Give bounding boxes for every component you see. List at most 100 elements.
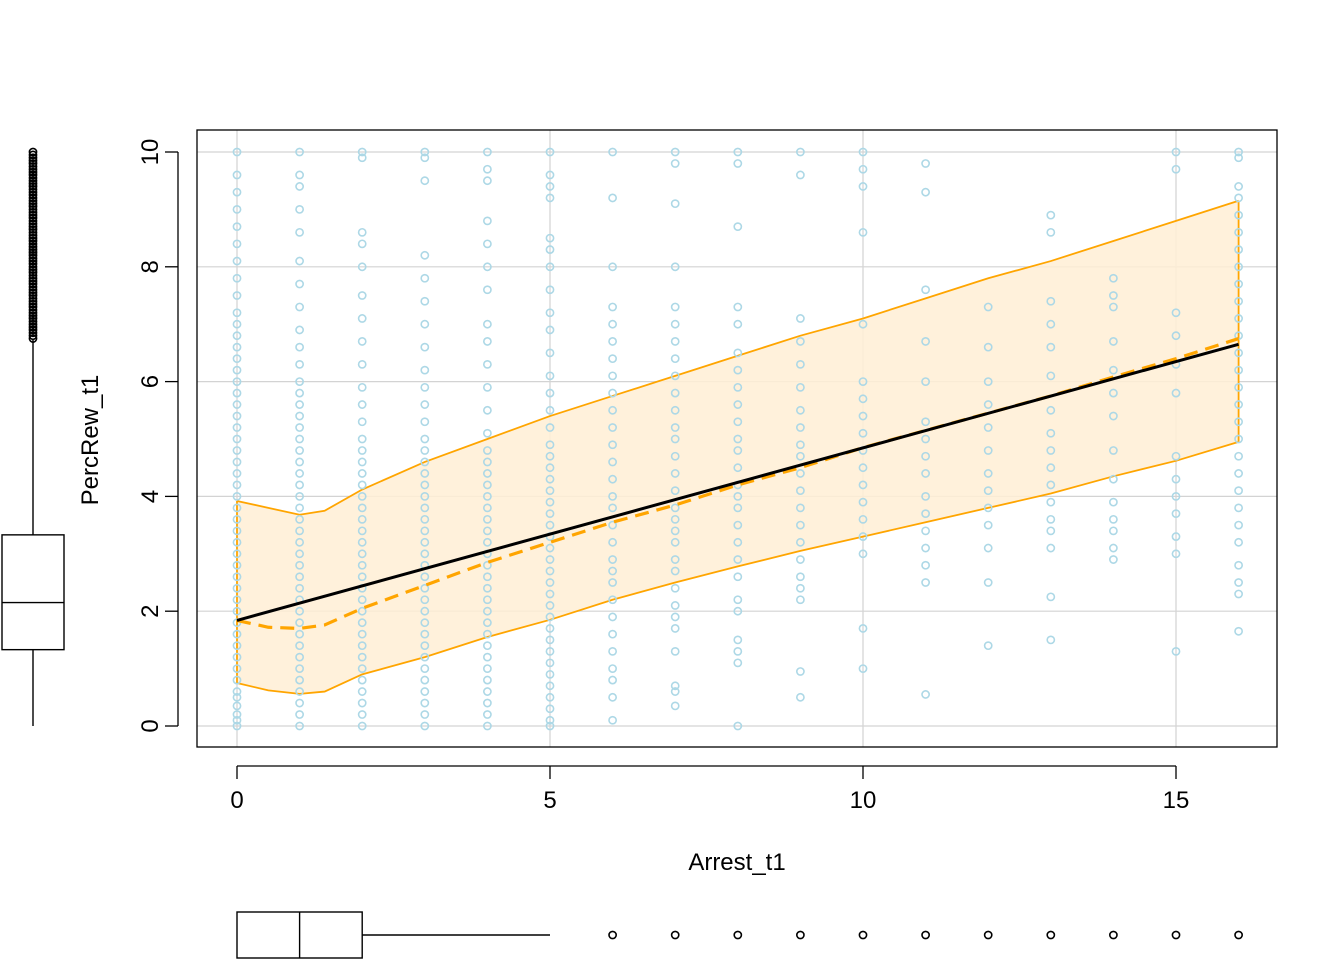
data-point	[858, 227, 868, 237]
data-point	[357, 549, 367, 559]
x-outlier	[1234, 930, 1243, 940]
fit-lines	[236, 337, 1240, 631]
data-point	[295, 423, 304, 432]
data-point	[608, 337, 617, 346]
data-point	[1234, 578, 1243, 587]
data-point	[608, 388, 617, 398]
data-point	[921, 187, 930, 197]
y-outlier	[28, 271, 38, 280]
data-point	[670, 423, 680, 432]
data-point	[232, 388, 242, 398]
data-point	[1234, 365, 1243, 375]
data-point	[357, 710, 367, 719]
data-point	[482, 319, 492, 329]
data-point	[420, 618, 430, 628]
data-point	[232, 170, 242, 180]
data-point	[608, 537, 617, 547]
data-point	[420, 710, 430, 719]
data-point	[295, 147, 304, 157]
data-point	[357, 526, 367, 536]
data-point	[545, 147, 555, 157]
data-point	[545, 474, 555, 484]
data-point	[357, 457, 367, 467]
data-point	[858, 497, 868, 507]
data-point	[1171, 331, 1181, 341]
data-point	[1046, 480, 1056, 490]
data-point	[1234, 147, 1243, 157]
data-point	[921, 469, 930, 478]
data-point	[1234, 245, 1243, 254]
data-point	[858, 147, 868, 157]
data-point	[608, 664, 617, 673]
data-point	[482, 337, 492, 346]
data-point	[983, 302, 993, 312]
data-point	[482, 382, 492, 392]
data-point	[232, 629, 242, 639]
data-point	[1234, 469, 1243, 478]
data-point	[1171, 147, 1181, 157]
data-point	[608, 629, 617, 639]
data-point	[295, 687, 304, 696]
data-point	[1234, 560, 1243, 570]
data-point	[295, 359, 304, 369]
data-point	[420, 698, 430, 708]
y-outlier	[28, 196, 38, 206]
data-point	[1234, 589, 1243, 599]
y-outlier	[28, 314, 38, 323]
data-point	[1171, 388, 1181, 398]
data-point	[670, 566, 680, 576]
data-point	[357, 227, 367, 237]
data-point	[232, 187, 242, 197]
data-point	[232, 423, 242, 432]
data-point	[608, 578, 617, 587]
data-point	[733, 463, 743, 473]
data-point	[482, 514, 492, 524]
data-point	[482, 239, 492, 249]
data-point	[420, 583, 430, 593]
y-outlier	[28, 153, 38, 163]
data-point	[232, 701, 242, 711]
data-point	[858, 319, 868, 329]
data-point	[1046, 592, 1056, 602]
data-point	[482, 526, 492, 536]
y-outlier	[28, 299, 38, 309]
data-point	[482, 359, 492, 369]
data-point	[420, 147, 430, 157]
data-point	[733, 503, 743, 513]
data-point	[733, 520, 743, 530]
data-point	[1234, 434, 1243, 444]
data-point	[420, 457, 430, 467]
data-point	[545, 566, 555, 576]
data-point	[608, 715, 617, 725]
data-point	[670, 646, 680, 656]
data-point	[357, 652, 367, 662]
data-point	[670, 612, 680, 622]
data-point	[670, 687, 680, 696]
data-point	[796, 520, 805, 530]
y-outlier	[28, 159, 38, 168]
x-axis: 0 5 10 15	[230, 765, 1189, 814]
data-point	[858, 428, 868, 438]
data-point	[232, 377, 242, 386]
data-point	[420, 514, 430, 524]
data-point	[608, 612, 617, 622]
data-point	[670, 555, 680, 564]
data-point	[482, 285, 492, 295]
data-point	[921, 417, 930, 427]
data-point	[545, 325, 555, 335]
data-point	[482, 641, 492, 651]
data-point	[1234, 626, 1243, 636]
data-point	[796, 503, 805, 513]
data-point	[670, 503, 680, 513]
data-point	[482, 595, 492, 605]
data-point	[1046, 405, 1056, 415]
data-point	[357, 618, 367, 628]
data-point	[545, 601, 555, 610]
data-point	[1046, 319, 1056, 329]
data-point	[357, 382, 367, 392]
data-point	[295, 457, 304, 467]
plot-frame	[196, 129, 1278, 748]
y-outlier	[28, 291, 38, 300]
y-outlier	[28, 182, 38, 191]
data-point	[733, 222, 743, 232]
